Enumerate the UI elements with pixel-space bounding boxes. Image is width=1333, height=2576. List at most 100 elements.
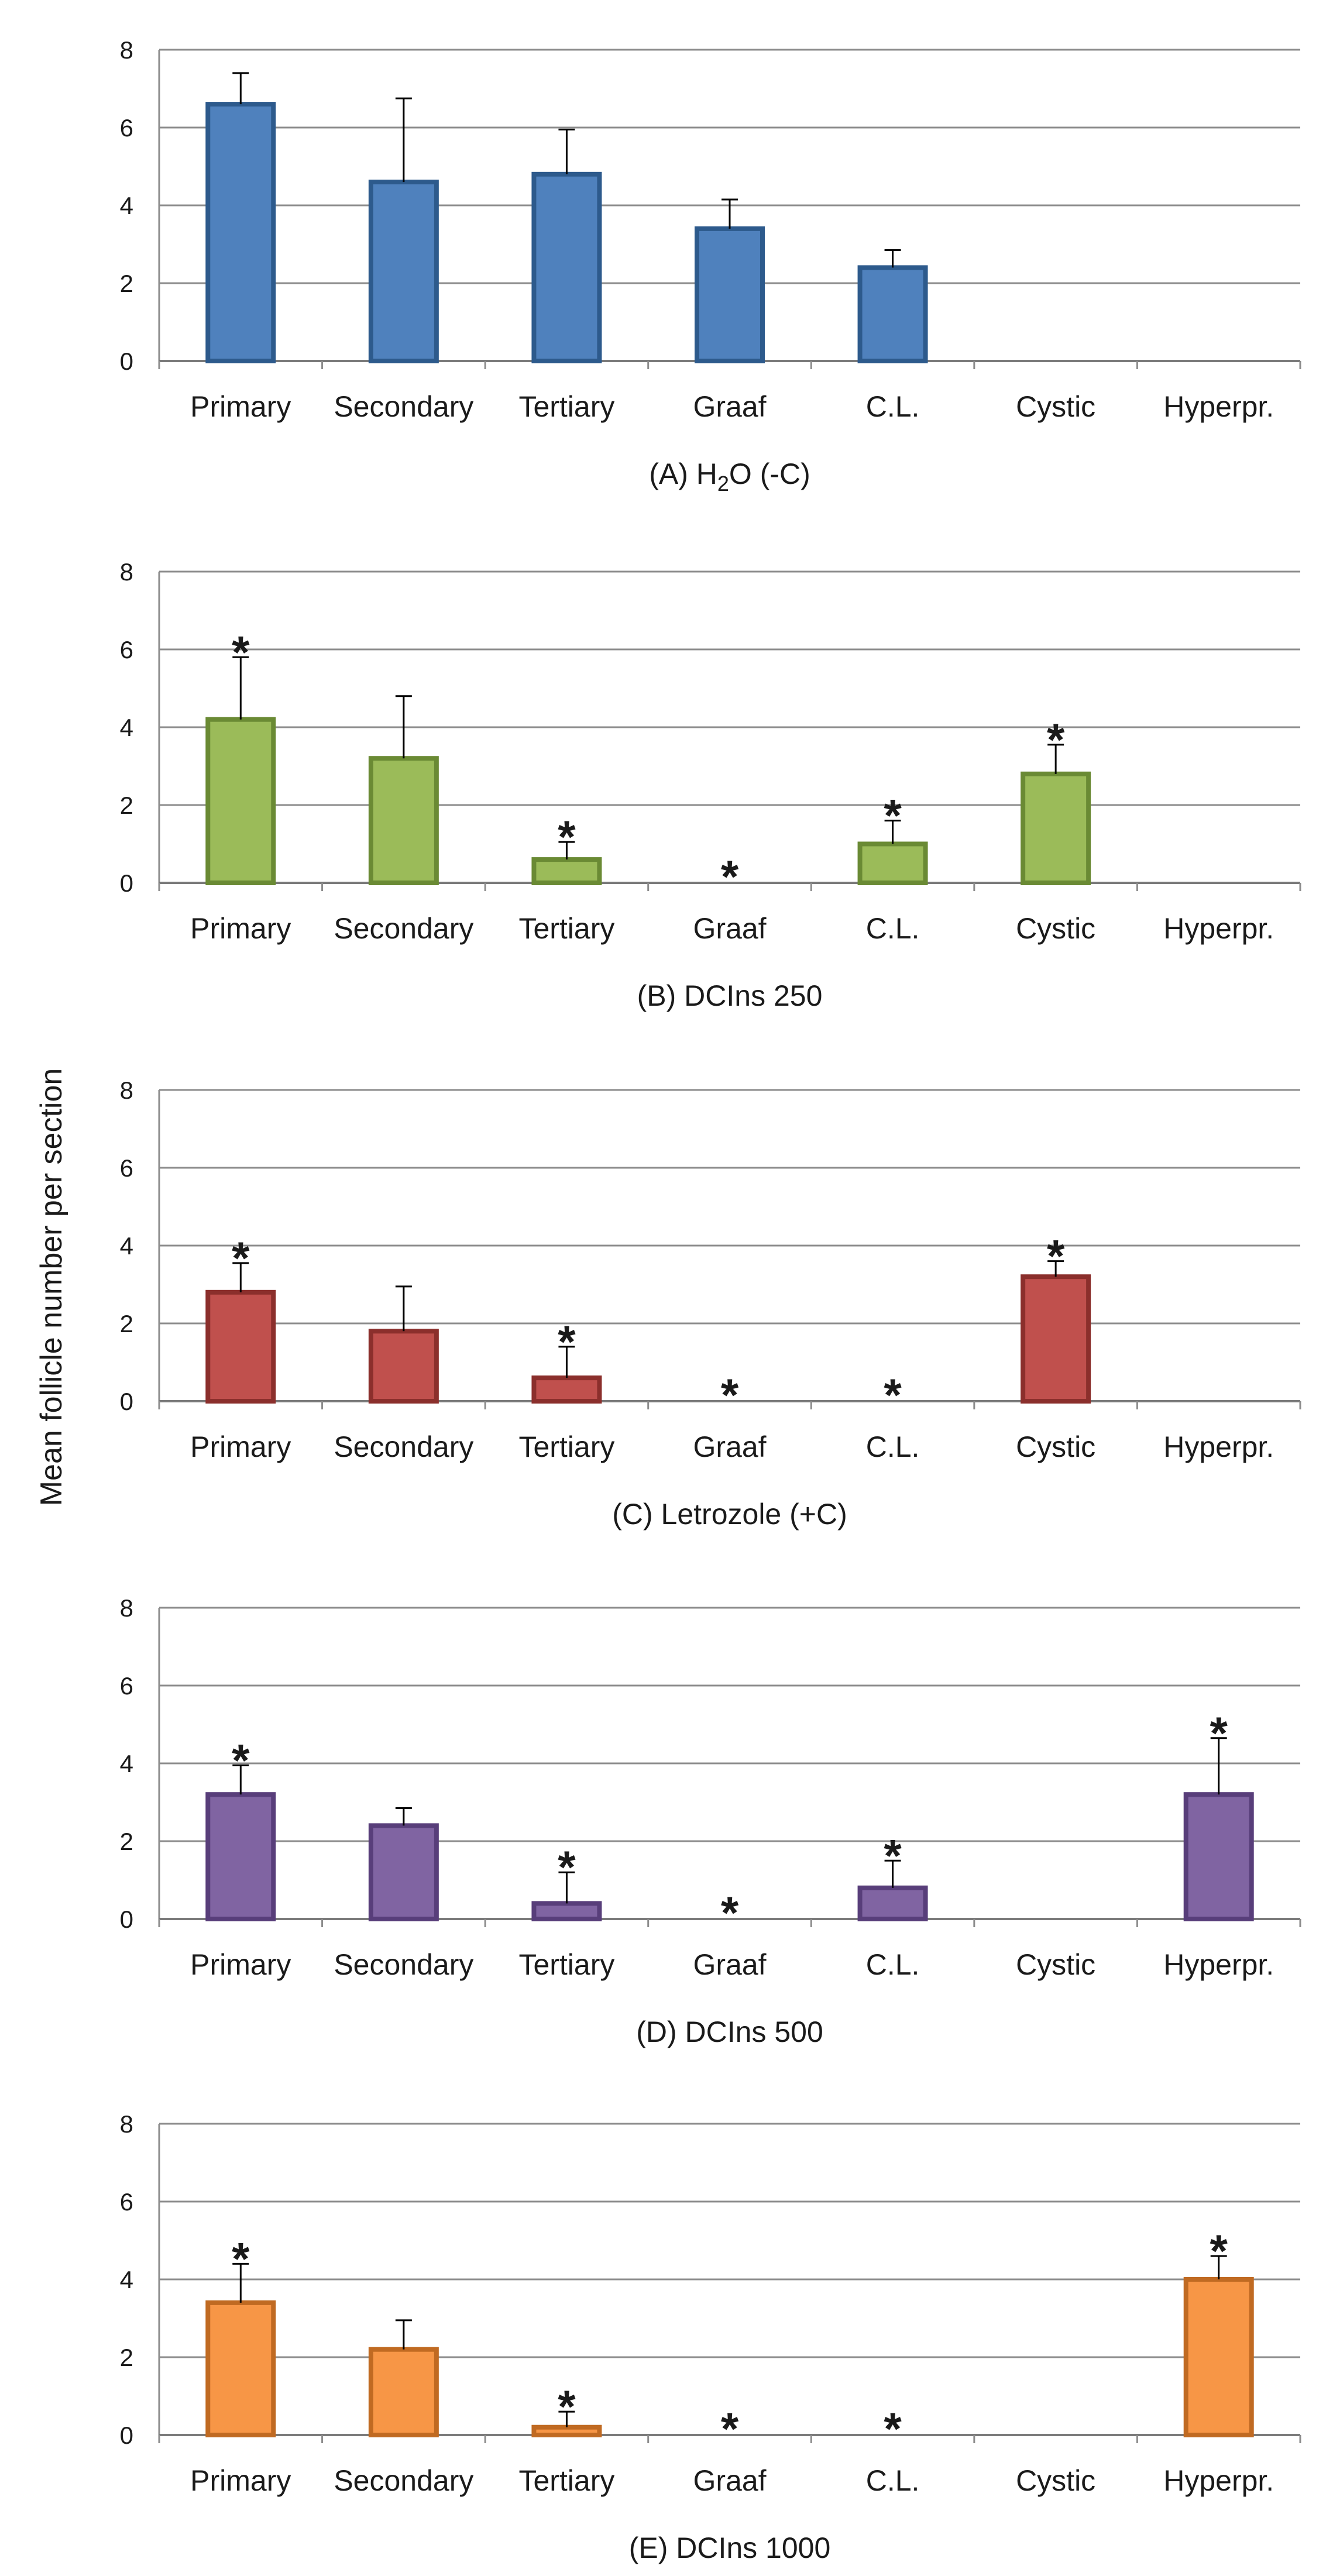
y-tick-label: 2 bbox=[120, 2344, 133, 2371]
bar bbox=[205, 1792, 276, 1921]
x-category-label: Tertiary bbox=[518, 1948, 614, 1981]
shared-y-axis-label: Mean follicle number per section bbox=[35, 1068, 68, 1507]
bar bbox=[368, 1329, 439, 1404]
significance-star: * bbox=[232, 1734, 250, 1786]
bar bbox=[205, 2300, 276, 2437]
bar bbox=[531, 1901, 602, 1921]
panel-a: 0 2 4 6 8 Primary Secondary Tertiary Graaf C.L. Cy… bbox=[120, 36, 1301, 496]
y-tick-label: 0 bbox=[120, 2422, 133, 2449]
x-category-label: Hyperpr. bbox=[1163, 2464, 1274, 2497]
x-category-label: Hyperpr. bbox=[1163, 912, 1274, 945]
y-tick-label: 8 bbox=[120, 1077, 133, 1104]
y-tick-label: 2 bbox=[120, 270, 133, 297]
panel-b: 0 2 4 6 8 * Primary Secondary * Tertiary * Graaf * C.… bbox=[120, 558, 1301, 1012]
x-category-label: Tertiary bbox=[518, 390, 614, 423]
x-category-label: C.L. bbox=[866, 1430, 920, 1463]
significance-star: * bbox=[1047, 714, 1065, 765]
y-tick-label: 6 bbox=[120, 636, 133, 663]
x-category-label: Secondary bbox=[334, 1430, 473, 1463]
bar bbox=[1183, 2277, 1254, 2437]
x-category-label: Cystic bbox=[1016, 1948, 1095, 1981]
significance-star: * bbox=[558, 811, 576, 862]
y-tick-label: 6 bbox=[120, 1154, 133, 1182]
x-category-label: Secondary bbox=[334, 390, 473, 423]
y-tick-label: 6 bbox=[120, 2188, 133, 2216]
x-category-label: Primary bbox=[190, 390, 291, 423]
significance-star: * bbox=[884, 790, 902, 841]
panel-caption: (B) DCIns 250 bbox=[637, 979, 823, 1012]
x-category-label: C.L. bbox=[866, 1948, 920, 1981]
bar bbox=[531, 171, 602, 363]
y-tick-label: 8 bbox=[120, 558, 133, 586]
x-category-label: Graaf bbox=[693, 390, 766, 423]
significance-star: * bbox=[721, 1369, 739, 1421]
x-category-label: Tertiary bbox=[518, 2464, 614, 2497]
bar bbox=[531, 1375, 602, 1404]
y-tick-label: 8 bbox=[120, 1594, 133, 1622]
panel-d: 0 2 4 6 8 * Primary Secondary * Tertiary * Graaf * C.… bbox=[120, 1594, 1301, 2048]
bar bbox=[1183, 1792, 1254, 1921]
x-category-label: C.L. bbox=[866, 2464, 920, 2497]
x-category-label: Graaf bbox=[693, 912, 766, 945]
bar bbox=[368, 2347, 439, 2437]
significance-star: * bbox=[558, 1841, 576, 1893]
bar bbox=[368, 1823, 439, 1921]
y-tick-label: 8 bbox=[120, 2110, 133, 2138]
bar bbox=[205, 102, 276, 363]
panel-caption: (E) DCIns 1000 bbox=[629, 2532, 831, 2564]
significance-star: * bbox=[884, 2403, 902, 2454]
y-tick-label: 4 bbox=[120, 1750, 133, 1777]
significance-star: * bbox=[884, 1369, 902, 1421]
panel-caption: (D) DCIns 500 bbox=[636, 2016, 823, 2048]
bar bbox=[857, 265, 928, 363]
x-category-label: Secondary bbox=[334, 912, 473, 945]
x-category-label: Graaf bbox=[693, 1948, 766, 1981]
y-tick-label: 4 bbox=[120, 1232, 133, 1260]
significance-star: * bbox=[721, 1887, 739, 1938]
x-category-label: Graaf bbox=[693, 2464, 766, 2497]
y-tick-label: 4 bbox=[120, 192, 133, 219]
x-category-label: Secondary bbox=[334, 1948, 473, 1981]
x-category-label: Primary bbox=[190, 912, 291, 945]
y-tick-label: 0 bbox=[120, 869, 133, 897]
caption-part: (A) H bbox=[649, 458, 717, 490]
y-tick-label: 6 bbox=[120, 1672, 133, 1700]
x-category-label: Hyperpr. bbox=[1163, 1948, 1274, 1981]
y-tick-label: 2 bbox=[120, 792, 133, 819]
bar bbox=[205, 1289, 276, 1404]
y-tick-label: 0 bbox=[120, 1906, 133, 1933]
y-tick-label: 2 bbox=[120, 1828, 133, 1855]
x-category-label: C.L. bbox=[866, 390, 920, 423]
significance-star: * bbox=[884, 1829, 902, 1881]
x-category-label: Primary bbox=[190, 1948, 291, 1981]
bar bbox=[531, 857, 602, 885]
significance-star: * bbox=[1210, 1707, 1228, 1759]
x-category-label: Cystic bbox=[1016, 912, 1095, 945]
x-category-label: Tertiary bbox=[518, 1430, 614, 1463]
panel-caption: (A) H2O (-C) bbox=[649, 458, 810, 496]
bar bbox=[695, 226, 765, 363]
x-category-label: Secondary bbox=[334, 2464, 473, 2497]
significance-star: * bbox=[232, 626, 250, 677]
y-tick-label: 2 bbox=[120, 1310, 133, 1337]
bar bbox=[205, 717, 276, 885]
significance-star: * bbox=[232, 1232, 250, 1284]
y-tick-label: 0 bbox=[120, 1388, 133, 1415]
x-category-label: Cystic bbox=[1016, 2464, 1095, 2497]
significance-star: * bbox=[558, 2381, 576, 2432]
bar bbox=[1021, 1274, 1091, 1404]
x-category-label: Primary bbox=[190, 2464, 291, 2497]
x-category-label: Cystic bbox=[1016, 390, 1095, 423]
x-category-label: Tertiary bbox=[518, 912, 614, 945]
significance-star: * bbox=[721, 2403, 739, 2454]
x-category-label: Cystic bbox=[1016, 1430, 1095, 1463]
bar bbox=[368, 180, 439, 363]
significance-star: * bbox=[1210, 2225, 1228, 2276]
significance-star: * bbox=[232, 2233, 250, 2284]
y-tick-label: 0 bbox=[120, 348, 133, 375]
y-tick-label: 8 bbox=[120, 36, 133, 64]
bar bbox=[857, 1885, 928, 1922]
y-tick-label: 6 bbox=[120, 114, 133, 142]
panel-caption: (C) Letrozole (+C) bbox=[612, 1498, 847, 1531]
